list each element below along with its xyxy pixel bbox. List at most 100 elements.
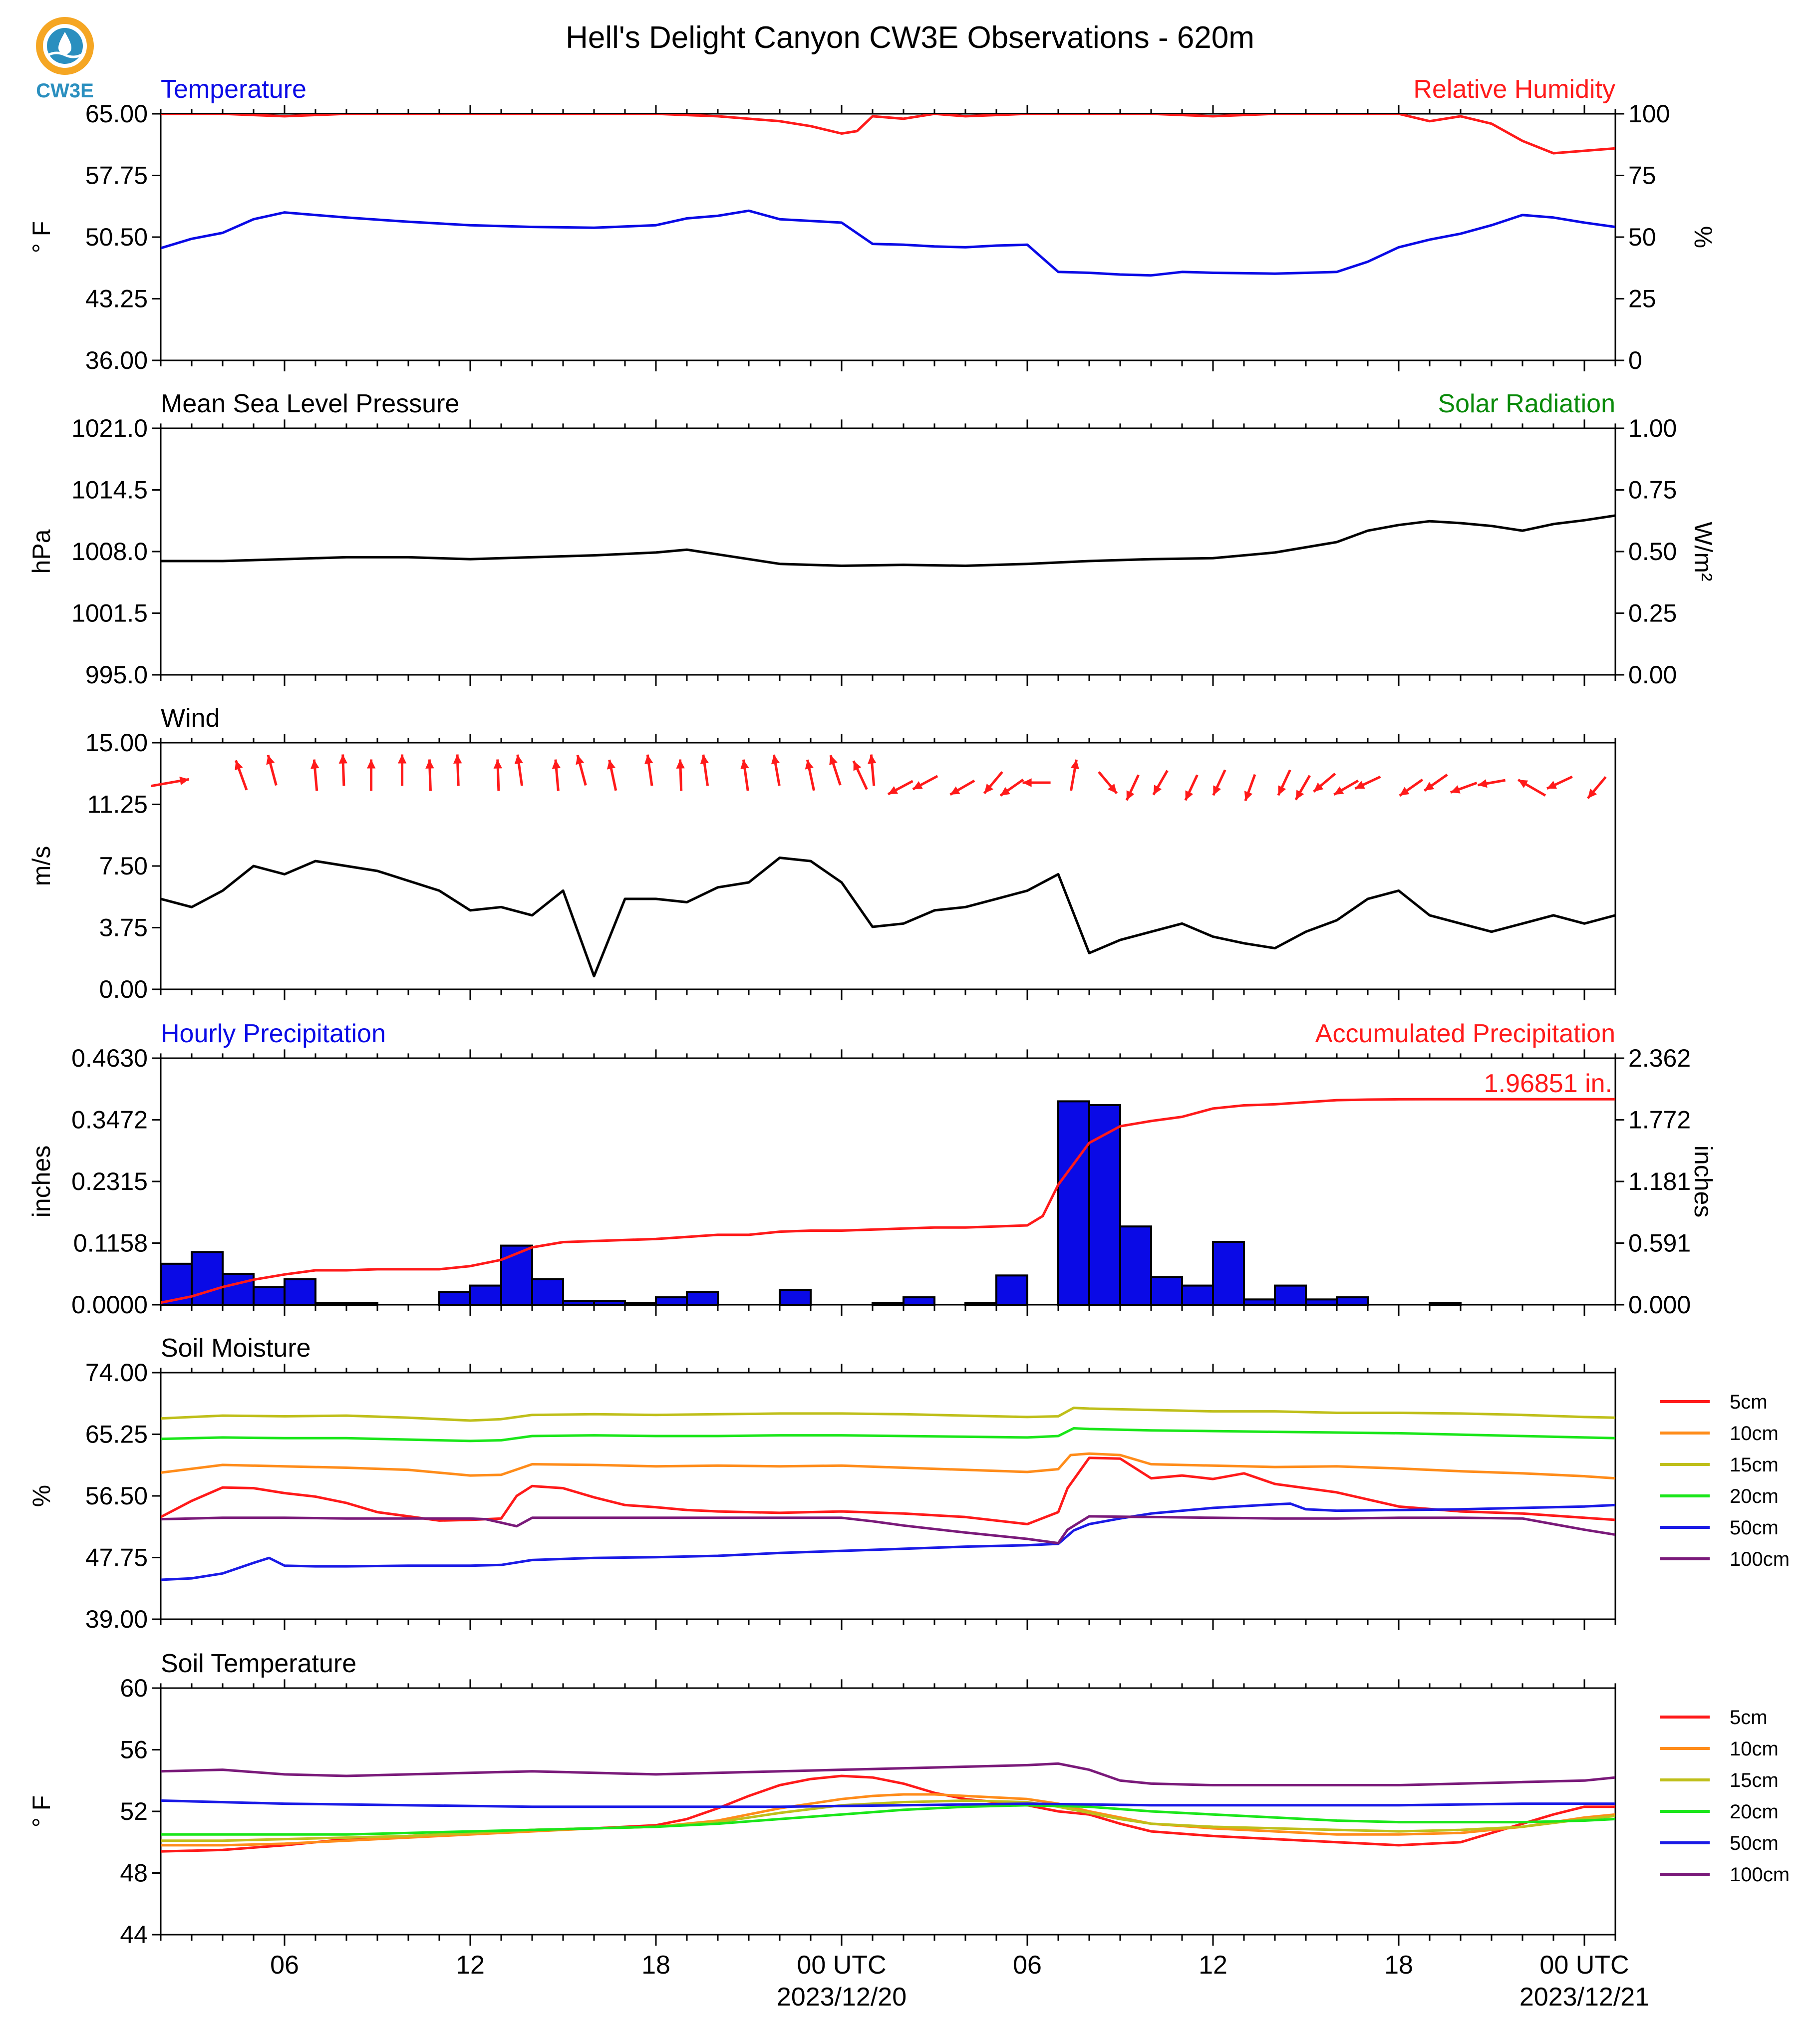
wind-arrow-head <box>676 759 685 769</box>
panel-title-left: Soil Moisture <box>161 1334 311 1363</box>
series-line-100cm <box>161 1762 1615 1786</box>
precip-bar <box>1336 1296 1369 1306</box>
series-line-50cm <box>161 1799 1615 1808</box>
wind-arrow-head <box>805 760 814 770</box>
wind-arrow-head <box>453 754 462 764</box>
x-tick-label: 18 <box>1384 1951 1413 1980</box>
series-line-20cm <box>161 1427 1615 1443</box>
y-tick-label-left: 0.1158 <box>73 1229 148 1257</box>
legend-label: 15cm <box>1730 1769 1779 1791</box>
y-tick-label-left: 65.25 <box>85 1421 148 1449</box>
legend-label: 20cm <box>1730 1801 1779 1823</box>
panel-title-left: Mean Sea Level Pressure <box>161 389 459 418</box>
wind-arrow-head <box>366 759 376 769</box>
y-tick-label-right: 2.362 <box>1628 1044 1691 1072</box>
precip-bar <box>1181 1284 1214 1306</box>
wind-arrow-head <box>1355 781 1365 789</box>
y-tick-label-left: 50.50 <box>85 223 148 251</box>
precip-bar <box>964 1302 997 1306</box>
legend-label: 5cm <box>1730 1707 1768 1729</box>
y-tick-label-left: 0.2315 <box>71 1167 148 1195</box>
panel-title-right: Solar Radiation <box>1438 389 1615 418</box>
wind-arrow-head <box>700 754 709 764</box>
y-tick-label-left: 56.50 <box>85 1482 148 1510</box>
precip-bar <box>1212 1241 1245 1306</box>
wind-arrow-head <box>1478 779 1488 788</box>
y-axis-label-right: % <box>1689 226 1717 248</box>
y-tick-label-left: 36.00 <box>85 346 148 374</box>
precip-bar <box>500 1244 533 1306</box>
wind-arrow-head <box>235 760 243 771</box>
precip-bar <box>191 1251 224 1306</box>
y-tick-label-left: 7.50 <box>99 852 148 880</box>
wind-arrow-head <box>397 754 407 764</box>
panel-soil-moisture <box>152 1364 1710 1630</box>
y-tick-label-left: 3.75 <box>99 914 148 942</box>
wind-arrow-head <box>607 760 615 770</box>
wind-arrow-head <box>425 759 434 769</box>
precip-bar <box>1088 1104 1121 1306</box>
wind-arrow-head <box>576 755 585 765</box>
y-tick-label-left: 1014.5 <box>71 476 148 504</box>
wind-arrow-head <box>1126 790 1135 801</box>
y-tick-label-right: 0.00 <box>1628 661 1677 689</box>
x-tick-label: 00 UTC <box>797 1951 886 1980</box>
precip-bar <box>345 1302 378 1306</box>
y-axis-label-left: m/s <box>27 846 55 886</box>
chart-title: Hell's Delight Canyon CW3E Observations … <box>566 20 1254 55</box>
series-line-0 <box>161 209 1615 277</box>
series-line-100cm <box>161 1515 1615 1545</box>
wind-arrow-head <box>950 786 960 795</box>
wind-arrow-head <box>1185 790 1194 801</box>
series-line-20cm <box>161 1804 1615 1836</box>
precip-bar <box>531 1278 564 1306</box>
precip-bar <box>314 1302 347 1306</box>
series-line-5cm <box>161 1456 1615 1525</box>
wind-arrow-head <box>1399 787 1410 796</box>
wind-arrow-head <box>984 784 994 794</box>
x-tick-label: 18 <box>641 1951 670 1980</box>
wind-arrow-head <box>1213 785 1221 796</box>
wind-arrow-head <box>338 754 348 764</box>
y-tick-label-right: 0 <box>1628 346 1642 374</box>
y-tick-label-left: 1021.0 <box>71 414 148 442</box>
series-line-10cm <box>161 1793 1615 1847</box>
precip-bar <box>469 1284 502 1306</box>
panel-title-left: Hourly Precipitation <box>161 1019 386 1048</box>
panel-temperature <box>152 105 1624 371</box>
logo-droplet-icon <box>58 32 71 54</box>
legend-label: 50cm <box>1730 1832 1779 1854</box>
y-tick-label-right: 0.75 <box>1628 476 1677 504</box>
precip-bar <box>995 1274 1028 1306</box>
accumulated-total-label: 1.96851 in. <box>1484 1069 1612 1098</box>
precip-bar <box>903 1296 935 1306</box>
x-date-label: 2023/12/20 <box>777 1983 907 2012</box>
panel-title-left: Temperature <box>161 75 306 104</box>
y-axis-label-left: ° F <box>27 1795 55 1827</box>
y-tick-label-left: 0.0000 <box>71 1291 148 1319</box>
wind-arrow-head <box>1313 782 1324 792</box>
precip-bar <box>655 1296 688 1306</box>
legend-label: 100cm <box>1730 1864 1790 1886</box>
panel-pressure <box>152 419 1624 686</box>
panel-soil-temperature <box>152 1679 1710 1946</box>
precip-bar <box>438 1291 471 1306</box>
precip-bar <box>562 1300 595 1306</box>
wind-arrow-head <box>1547 781 1557 789</box>
y-tick-label-right: 50 <box>1628 223 1656 251</box>
series-line-1 <box>161 114 1615 155</box>
precip-bar <box>1274 1284 1307 1306</box>
wind-arrow-head <box>179 776 189 786</box>
precip-bar <box>284 1278 316 1306</box>
x-tick-label: 12 <box>456 1951 485 1980</box>
y-axis-label-left: % <box>27 1485 55 1507</box>
legend-label: 15cm <box>1730 1454 1779 1476</box>
wind-arrow-head <box>888 786 899 795</box>
y-axis-label-left: hPa <box>27 529 55 574</box>
precip-bar <box>1150 1276 1183 1306</box>
panel-title-left: Soil Temperature <box>161 1649 356 1678</box>
series-line-15cm <box>161 1799 1615 1842</box>
legend-label: 10cm <box>1730 1423 1779 1445</box>
y-tick-label-right: 0.000 <box>1628 1291 1691 1319</box>
logo-wave-icon <box>47 51 82 58</box>
